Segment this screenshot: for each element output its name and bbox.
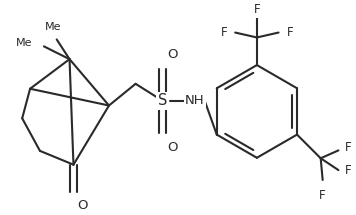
Text: O: O (77, 199, 88, 212)
Text: F: F (287, 26, 293, 39)
Text: O: O (167, 48, 178, 61)
Text: NH: NH (185, 94, 205, 107)
Text: O: O (167, 141, 178, 154)
Text: F: F (319, 189, 326, 202)
Text: S: S (158, 93, 167, 108)
Text: F: F (221, 26, 227, 39)
Text: Me: Me (16, 38, 32, 48)
Text: F: F (345, 164, 352, 177)
Text: Me: Me (44, 22, 61, 32)
Text: F: F (253, 3, 260, 16)
Text: F: F (345, 141, 352, 154)
